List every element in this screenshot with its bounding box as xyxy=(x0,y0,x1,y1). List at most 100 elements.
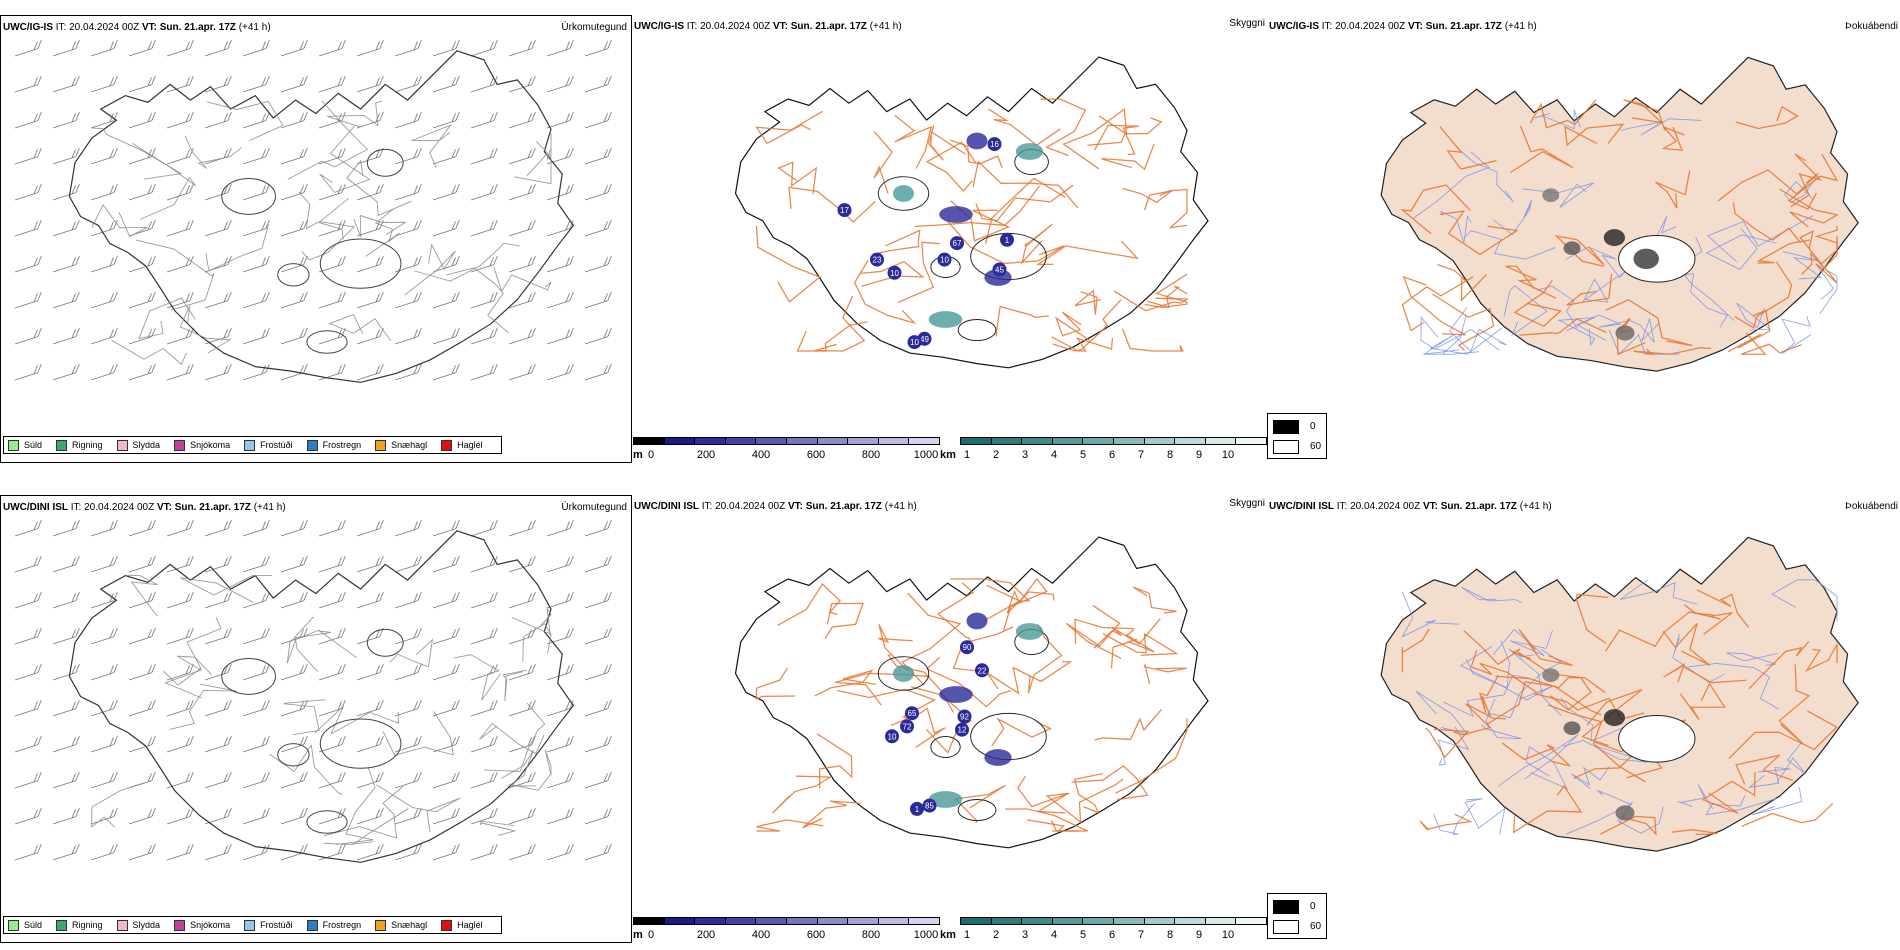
colorbar-segment xyxy=(990,437,1023,445)
colorbar-tick-label: 600 xyxy=(806,929,826,941)
precip-legend-swatch xyxy=(441,439,453,451)
precip-legend: Súld Rigning Slydda Snjókoma Frostúði Frostre… xyxy=(3,916,502,934)
panel-header: UWC/IG-IS IT: 20.04.2024 00Z VT: Sun. 21… xyxy=(634,21,902,32)
precip-legend-label: Frostúði xyxy=(260,920,293,930)
panel-title: Þokuábendi xyxy=(1845,501,1898,512)
colorbar-segment xyxy=(1174,437,1206,445)
colorbar-unit: m xyxy=(633,449,643,461)
colorbar-segment xyxy=(908,917,940,925)
colorbar-segment xyxy=(816,917,849,925)
vt-label: VT: xyxy=(156,502,172,513)
vt-label: VT: xyxy=(141,22,157,33)
colorbar-segment xyxy=(755,917,787,925)
fog-density-legend-bottom: 0 60 xyxy=(1267,893,1327,939)
precip-legend-label: Snjókoma xyxy=(190,440,231,450)
panel-title: Skyggni xyxy=(1229,18,1265,29)
precip-legend-item: Frostregn xyxy=(306,919,361,931)
precip-legend-swatch xyxy=(306,919,318,931)
colorbar-segment xyxy=(1143,437,1176,445)
fog-map xyxy=(1380,536,1859,852)
precip-legend-label: Súld xyxy=(24,440,43,450)
fog-density-legend-top: 0 60 xyxy=(1267,413,1327,459)
vis-marker xyxy=(975,663,989,678)
vis-label: 90 xyxy=(963,643,972,652)
it-value: 20.04.2024 00Z xyxy=(715,501,786,512)
colorbar-unit: m xyxy=(633,929,643,941)
vis-marker xyxy=(937,252,952,267)
colorbar-tick-label: 800 xyxy=(861,929,881,941)
colorbar-unit: km xyxy=(940,929,956,941)
fog-panel-top: UWC/IG-IS IT: 20.04.2024 00Z VT: Sun. 21… xyxy=(1267,15,1900,463)
colorbar-tick-label: 800 xyxy=(861,449,881,461)
fog-map xyxy=(1380,56,1859,372)
precip-legend-item: Súld xyxy=(8,439,43,451)
precip-legend-item: Snjókoma xyxy=(174,919,230,931)
colorbar-segment xyxy=(1235,917,1267,925)
precip-legend-item: Frostregn xyxy=(306,439,362,451)
colorbar-tick-label: 10 xyxy=(1221,929,1235,941)
it-value: 20.04.2024 00Z xyxy=(84,502,155,513)
ceiling-colorbar-bottom: m 0 200 400 600 800 1000 xyxy=(633,917,940,943)
precip-legend-item: Frostúði xyxy=(244,439,293,451)
precip-legend-item: Rigning xyxy=(56,919,103,931)
colorbar-tick-label: 1000 xyxy=(913,449,939,461)
colorbar-tick-label: 4 xyxy=(1050,449,1058,461)
vis-marker xyxy=(900,719,914,734)
it-label: IT: xyxy=(55,22,67,33)
colorbar-segment xyxy=(633,437,665,445)
colorbar-tick-label: 7 xyxy=(1137,929,1145,941)
vis-label: 16 xyxy=(990,140,999,149)
colorbar-tick-label: 400 xyxy=(751,929,771,941)
lead-time: (+41 h) xyxy=(884,501,917,512)
colorbar-segment xyxy=(847,917,879,925)
colorbar-segment xyxy=(1051,917,1084,925)
it-value: 20.04.2024 00Z xyxy=(1335,21,1406,32)
precip-legend-swatch xyxy=(306,439,318,451)
colorbar-segment xyxy=(786,917,818,925)
precip-legend-item: Haglél xyxy=(441,919,483,931)
panel-header: UWC/DINI ISL IT: 20.04.2024 00Z VT: Sun.… xyxy=(3,502,286,513)
vis-label: 12 xyxy=(958,726,967,735)
vis-label: 67 xyxy=(953,239,962,248)
colorbar-tick-label: 6 xyxy=(1108,929,1116,941)
fog-swatch-high xyxy=(1273,420,1299,434)
vis-marker xyxy=(960,640,974,655)
colorbar-segment xyxy=(663,917,696,925)
colorbar-tick-label: 7 xyxy=(1137,449,1145,461)
precip-legend-swatch xyxy=(174,919,186,931)
precip-legend-swatch xyxy=(375,439,387,451)
vis-marker xyxy=(957,709,972,724)
precip-legend-label: Snæhagl xyxy=(391,920,428,930)
colorbar-tick-label: 0 xyxy=(647,449,655,461)
colorbar-segment xyxy=(960,437,992,445)
colorbar-tick-label: 8 xyxy=(1166,929,1174,941)
fog-panel-bottom: UWC/DINI ISL IT: 20.04.2024 00Z VT: Sun.… xyxy=(1267,495,1900,943)
colorbar-segment xyxy=(1174,917,1206,925)
precip-legend-item: Snæhagl xyxy=(375,919,428,931)
precip-legend-swatch xyxy=(174,439,186,451)
vt-value: Sun. 21.apr. 17Z xyxy=(159,22,236,33)
vis-marker xyxy=(907,335,922,350)
precip-map xyxy=(14,39,612,383)
colorbar-tick-label: 2 xyxy=(992,929,1000,941)
colorbar-tick-label: 10 xyxy=(1221,449,1235,461)
vt-value: Sun. 21.apr. 17Z xyxy=(174,502,251,513)
precip-legend-swatch xyxy=(375,919,387,931)
precip-legend-label: Haglél xyxy=(457,920,483,930)
vt-label: VT: xyxy=(787,501,803,512)
model-name: UWC/DINI ISL xyxy=(3,502,68,513)
vis-label: 92 xyxy=(960,713,969,722)
model-name: UWC/IG-IS xyxy=(634,21,684,32)
precip-legend-swatch xyxy=(8,919,19,931)
fog-value-0: 0 xyxy=(1310,901,1316,912)
it-value: 20.04.2024 00Z xyxy=(700,21,771,32)
vis-marker xyxy=(837,203,852,218)
colorbar-segment xyxy=(1051,437,1084,445)
vis-marker xyxy=(955,722,969,737)
it-label: IT: xyxy=(1321,21,1333,32)
colorbar-tick-label: 1000 xyxy=(913,929,939,941)
vis-marker xyxy=(905,706,919,721)
fog-swatch-low xyxy=(1273,920,1299,934)
precip-legend-label: Frostregn xyxy=(322,440,362,450)
vis-label: 17 xyxy=(840,206,849,215)
